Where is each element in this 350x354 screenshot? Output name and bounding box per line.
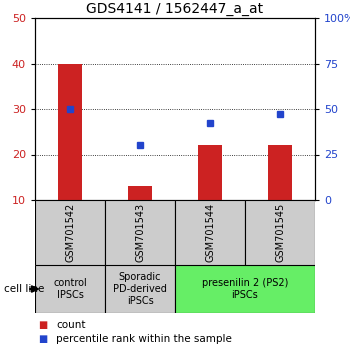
Text: ■: ■ <box>38 320 48 330</box>
Bar <box>58 63 82 200</box>
Bar <box>128 186 152 200</box>
Bar <box>105 200 175 265</box>
Bar <box>175 265 315 313</box>
Text: Sporadic
PD-derived
iPSCs: Sporadic PD-derived iPSCs <box>113 272 167 306</box>
Text: ■: ■ <box>38 334 48 344</box>
Bar <box>198 145 222 200</box>
Text: percentile rank within the sample: percentile rank within the sample <box>56 334 232 344</box>
Text: control
IPSCs: control IPSCs <box>53 278 87 300</box>
Text: cell line: cell line <box>4 284 44 294</box>
Text: GSM701545: GSM701545 <box>275 203 285 262</box>
Text: GSM701543: GSM701543 <box>135 203 145 262</box>
Text: GSM701544: GSM701544 <box>205 203 215 262</box>
Title: GDS4141 / 1562447_a_at: GDS4141 / 1562447_a_at <box>86 1 264 16</box>
Bar <box>268 145 292 200</box>
Text: GSM701542: GSM701542 <box>65 203 75 262</box>
Bar <box>35 265 105 313</box>
Text: count: count <box>56 320 85 330</box>
Bar <box>175 200 245 265</box>
Text: presenilin 2 (PS2)
iPSCs: presenilin 2 (PS2) iPSCs <box>202 278 288 300</box>
Bar <box>245 200 315 265</box>
Bar <box>105 265 175 313</box>
Bar <box>35 200 105 265</box>
